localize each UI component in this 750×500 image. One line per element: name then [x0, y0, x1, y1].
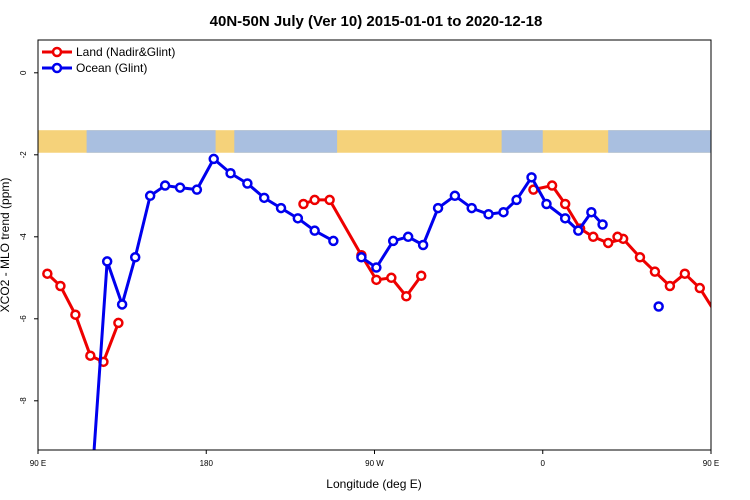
x-tick-label: 90 E	[703, 459, 719, 468]
data-point	[634, 252, 646, 263]
data-point	[129, 252, 141, 263]
data-point	[258, 192, 270, 204]
data-point	[586, 206, 597, 218]
data-point	[664, 280, 676, 292]
data-point	[174, 182, 186, 193]
data-point	[541, 198, 552, 210]
data-point	[242, 178, 253, 189]
data-point	[498, 206, 509, 218]
data-point	[432, 202, 444, 214]
data-point	[208, 153, 219, 165]
data-point	[466, 202, 477, 214]
y-axis-label: XCO2 - MLO trend (ppm)	[0, 178, 12, 313]
x-tick-label: 0	[541, 459, 546, 468]
data-point	[328, 235, 339, 247]
data-point	[587, 231, 599, 243]
data-point	[309, 225, 320, 236]
data-point	[371, 262, 382, 273]
data-point	[371, 274, 382, 286]
data-point	[386, 272, 397, 284]
map-strip-ocean-1	[234, 130, 338, 153]
legend: Land (Nadir&Glint) Ocean (Glint)	[42, 45, 175, 75]
data-point	[298, 198, 309, 210]
data-point	[402, 231, 414, 243]
data-point	[559, 213, 571, 224]
data-point	[602, 237, 614, 249]
data-point	[559, 198, 571, 210]
data-point	[415, 270, 427, 281]
data-point	[42, 268, 53, 279]
legend-ocean-label: Ocean (Glint)	[76, 61, 147, 75]
series-0	[42, 180, 711, 368]
data-point	[292, 213, 304, 224]
legend-land-marker	[51, 46, 63, 58]
y-tick-label: -8	[19, 397, 28, 405]
map-strip-ocean-2	[501, 130, 543, 153]
data-point	[309, 194, 320, 206]
data-point	[546, 180, 558, 191]
data-point	[649, 266, 661, 277]
data-point	[101, 256, 113, 267]
y-tick-label: -4	[19, 233, 28, 241]
data-point	[356, 252, 367, 263]
y-axis: 0 -2 -4 -6 -8	[19, 70, 38, 404]
y-tick-label: 0	[19, 70, 28, 75]
x-tick-label: 90 E	[30, 459, 46, 468]
series-layer	[42, 153, 711, 450]
data-point	[653, 301, 664, 312]
y-tick-label: -2	[19, 151, 28, 159]
x-tick-label: 90 W	[365, 459, 384, 468]
data-point	[526, 172, 537, 183]
data-point	[449, 190, 461, 202]
data-point	[116, 299, 128, 310]
data-point	[401, 291, 412, 302]
data-point	[483, 209, 494, 220]
data-point	[612, 231, 623, 243]
data-point	[694, 282, 706, 294]
y-tick-label: -6	[19, 315, 28, 323]
x-axis: 90 E 180 90 W 0 90 E	[30, 450, 719, 468]
data-point	[55, 280, 66, 292]
map-strip-ocean-0	[86, 130, 216, 153]
data-point	[70, 309, 81, 320]
legend-land-label: Land (Nadir&Glint)	[76, 45, 175, 59]
x-tick-label: 180	[200, 459, 214, 468]
data-point	[679, 268, 691, 279]
series-1	[92, 153, 664, 450]
series-line	[533, 184, 711, 309]
data-point	[573, 225, 584, 236]
data-point	[324, 194, 335, 206]
data-point	[225, 168, 236, 179]
data-point	[275, 202, 287, 214]
map-strip-ocean-3	[608, 130, 711, 153]
chart-title: 40N-50N July (Ver 10) 2015-01-01 to 2020…	[210, 13, 543, 30]
legend-ocean-marker	[51, 62, 63, 74]
series-line	[92, 157, 335, 450]
data-point	[597, 219, 608, 230]
data-point	[191, 184, 203, 195]
data-point	[113, 317, 124, 329]
x-axis-label: Longitude (deg E)	[326, 477, 421, 491]
data-point	[144, 190, 156, 202]
data-point	[387, 235, 399, 247]
data-point	[511, 194, 522, 206]
map-strip	[38, 130, 711, 153]
data-point	[85, 350, 96, 361]
data-point	[417, 239, 429, 251]
data-point	[159, 180, 171, 191]
